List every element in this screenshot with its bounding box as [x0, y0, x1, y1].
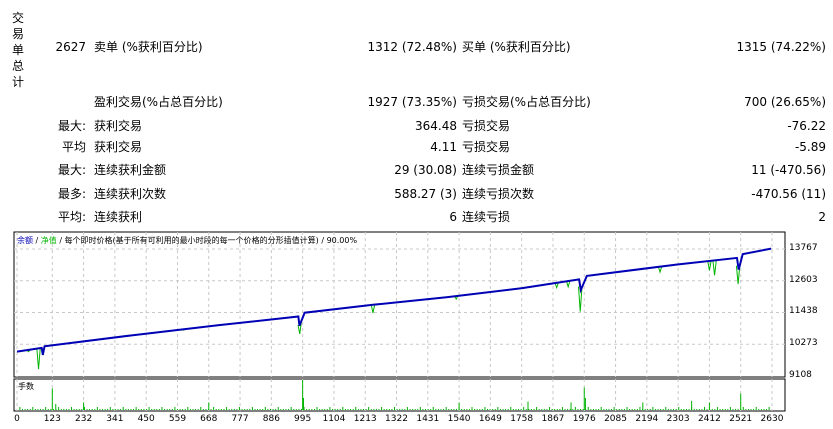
balance-line — [16, 247, 772, 356]
legend-equity: 净值 — [40, 236, 57, 245]
summary-row: 盈利交易(%占总百分比) 1927 (73.35%) 亏损交易(%占总百分比) 700… — [0, 93, 833, 111]
summary-cell-c3: 1927 (73.35%) — [367, 95, 457, 109]
x-tick-label: 1104 — [322, 414, 346, 424]
x-tick-label: 1867 — [541, 414, 565, 424]
summary-cell-c5: 1315 (74.22%) — [736, 40, 826, 54]
x-tick-label: 0 — [14, 414, 20, 424]
summary-cell-c3: 1312 (72.48%) — [367, 40, 457, 54]
summary-cell-c5: -470.56 (11) — [751, 187, 826, 201]
x-tick-label: 1540 — [447, 414, 471, 424]
volume-panel — [13, 378, 786, 412]
summary-cell-c4: 连续亏损 — [462, 210, 511, 224]
equity-dip — [565, 280, 571, 289]
summary-cell-c5: 700 (26.65%) — [744, 95, 826, 109]
summary-cell-c1: 最大: — [57, 163, 86, 177]
summary-row: 2627 卖单 (%获利百分比) 1312 (72.48%) 买单 (%获利百分比) 1… — [0, 38, 833, 56]
equity-dip — [554, 282, 559, 290]
summary-cell-c4: 亏损交易 — [462, 119, 511, 133]
summary-row: 平均 获利交易 4.11 亏损交易 -5.89 — [0, 138, 833, 156]
summary-cell-c3: 4.11 — [430, 140, 457, 154]
summary-row: 最多: 连续获利次数 588.27 (3) 连续亏损次数 -470.56 (11) — [0, 185, 833, 203]
legend-balance: 余额 — [17, 236, 33, 245]
x-tick-label: 341 — [106, 414, 124, 424]
chart-legend: 余额 / 净值 / 每个即时价格(基于所有可利用的最小时段的每一个价格的分形插值… — [17, 235, 357, 246]
y-tick-label: 13767 — [789, 243, 818, 253]
y-tick-label: 9108 — [789, 370, 812, 380]
summary-cell-c3: 6 — [449, 210, 457, 224]
summary-cell-c5: 11 (-470.56) — [751, 163, 826, 177]
x-tick-label: 2194 — [635, 414, 659, 424]
x-tick-label: 1649 — [478, 414, 502, 424]
equity-dip — [297, 320, 302, 335]
x-tick-label: 559 — [168, 414, 187, 424]
equity-dip — [707, 260, 712, 271]
equity-dip — [36, 348, 41, 370]
x-tick-label: 1322 — [385, 414, 408, 424]
summary-cell-c2: 卖单 (%获利百分比) — [94, 40, 203, 54]
x-tick-label: 232 — [75, 414, 93, 424]
x-tick-label: 777 — [231, 414, 249, 424]
summary-cell-c1: 平均: — [57, 210, 86, 224]
x-tick-label: 668 — [200, 414, 218, 424]
summary-cell-c4: 亏损交易 — [462, 140, 511, 154]
summary-cell-c2: 连续获利次数 — [94, 187, 167, 201]
summary-cell-c1: 平均 — [61, 140, 86, 154]
x-tick-label: 2085 — [604, 414, 627, 424]
summary-cell-c4: 买单 (%获利百分比) — [462, 40, 571, 54]
summary-cell-c2: 连续获利金额 — [94, 163, 167, 177]
x-tick-label: 995 — [294, 414, 312, 424]
summary-cell-c5: -5.89 — [794, 140, 826, 154]
equity-dip — [712, 260, 717, 276]
summary-row: 最大: 连续获利金额 29 (30.08) 连续亏损金额 11 (-470.56) — [0, 161, 833, 179]
summary-cell-c2: 盈利交易(%占总百分比) — [94, 95, 223, 109]
x-tick-label: 1431 — [416, 414, 440, 424]
summary-cell-c4: 连续亏损金额 — [462, 163, 535, 177]
x-tick-label: 2521 — [729, 414, 753, 424]
summary-cell-c2: 获利交易 — [94, 119, 143, 133]
summary-cell-c5: -76.22 — [787, 119, 826, 133]
y-tick-label: 12603 — [789, 274, 818, 285]
equity-dip — [578, 286, 583, 312]
summary-cell-c3: 588.27 (3) — [394, 187, 457, 201]
summary-cell-c1: 2627 — [55, 40, 86, 54]
x-tick-label: 2630 — [760, 414, 784, 424]
summary-cell-c5: 2 — [818, 210, 826, 224]
summary-cell-c3: 29 (30.08) — [394, 163, 457, 177]
price-panel — [13, 231, 786, 378]
summary-cell-c2: 连续获利 — [94, 210, 143, 224]
summary-cell-c4: 亏损交易(%占总百分比) — [462, 95, 591, 109]
x-tick-label: 2412 — [697, 414, 721, 424]
summary-cell-c1: 最多: — [57, 187, 86, 201]
trades-total-vertical-label: 交易单总计 — [12, 11, 25, 89]
y-tick-label: 11438 — [789, 306, 818, 317]
summary-cell-c3: 364.48 — [415, 119, 457, 133]
equity-dip — [370, 304, 376, 314]
summary-cell-c1: 最大: — [57, 119, 86, 133]
summary-row: 最大: 获利交易 364.48 亏损交易 -76.22 — [0, 117, 833, 135]
x-tick-label: 1976 — [572, 414, 596, 424]
legend-description: / 每个即时价格(基于所有可利用的最小时段的每一个价格的分形插值计算) / 90… — [56, 236, 358, 245]
x-tick-label: 886 — [262, 414, 280, 424]
equity-dip — [735, 265, 741, 285]
legend-separator: / — [33, 236, 41, 245]
x-tick-label: 2303 — [666, 414, 690, 424]
x-tick-label: 123 — [43, 414, 61, 424]
volume-label: 手数 — [18, 382, 34, 391]
y-tick-label: 10273 — [789, 338, 818, 349]
x-tick-label: 1213 — [353, 414, 377, 424]
summary-row: 平均: 连续获利 6 连续亏损 2 — [0, 208, 833, 226]
summary-cell-c4: 连续亏损次数 — [462, 187, 535, 201]
equity-dip — [657, 266, 663, 274]
x-tick-label: 1758 — [510, 414, 534, 424]
summary-cell-c2: 获利交易 — [94, 140, 143, 154]
x-tick-label: 450 — [137, 414, 155, 424]
